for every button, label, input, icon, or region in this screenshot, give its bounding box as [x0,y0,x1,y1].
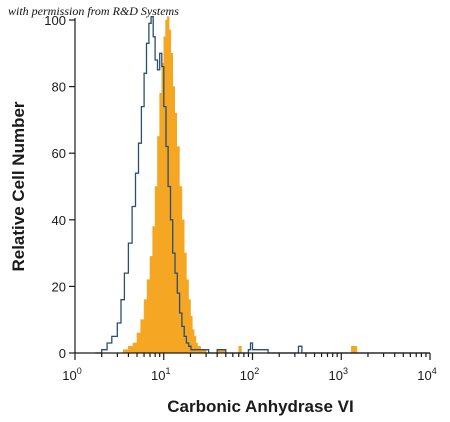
x-tick-label: 103 [329,366,348,383]
x-tick-label: 104 [417,366,436,383]
y-tick-label: 60 [52,146,66,161]
watermark-text: with permission from R&D Systems [8,4,179,18]
y-tick-label: 20 [52,279,66,294]
y-tick-label: 40 [52,213,66,228]
x-tick-label: 100 [62,366,81,383]
axes-layer: 0 20 40 60 80 100 100 101 102 103 104 [44,13,436,383]
x-tick-label: 102 [240,366,259,383]
y-tick-label: 100 [44,13,66,28]
outline-histogram-series [95,16,430,354]
y-tick-label: 0 [59,346,66,361]
x-axis-title: Carbonic Anhydrase VI [167,397,353,416]
x-tick-label: 101 [151,366,170,383]
y-tick-label: 80 [52,80,66,95]
y-axis-title: Relative Cell Number [9,101,28,271]
series-layer [95,16,430,354]
